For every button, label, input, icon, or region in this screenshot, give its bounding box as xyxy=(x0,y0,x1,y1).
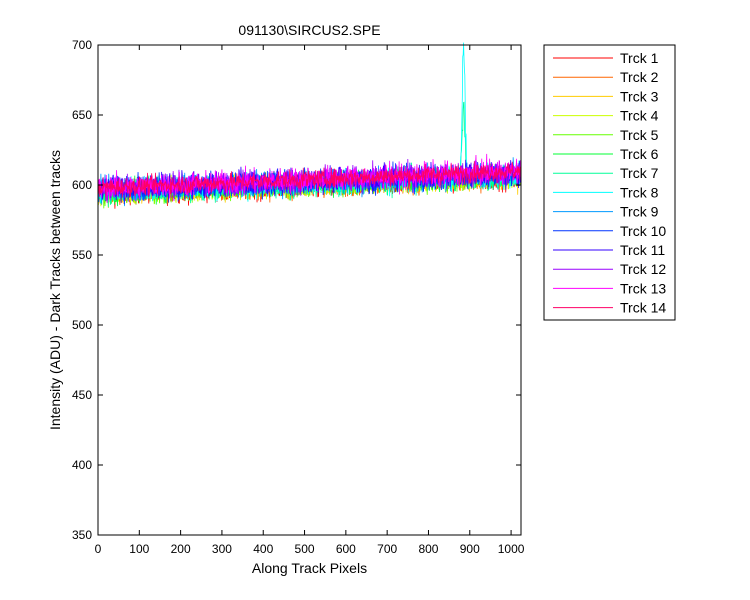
legend-label: Trck 13 xyxy=(620,280,666,296)
x-tick-label: 600 xyxy=(336,542,356,556)
x-tick-label: 700 xyxy=(377,542,397,556)
legend-label: Trck 1 xyxy=(620,50,659,66)
y-axis: 350 400 450 500 550 600 650 700 xyxy=(72,38,521,542)
axes-box xyxy=(97,44,522,536)
x-tick-label: 1000 xyxy=(498,542,525,556)
x-tick-label: 400 xyxy=(253,542,273,556)
legend-box xyxy=(543,44,676,321)
legend-label: Trck 2 xyxy=(620,69,659,85)
x-tick-label: 500 xyxy=(295,542,315,556)
y-tick-label: 450 xyxy=(72,388,92,402)
y-tick-label: 600 xyxy=(72,178,92,192)
y-tick-label: 400 xyxy=(72,458,92,472)
y-tick-label: 650 xyxy=(72,108,92,122)
y-axis-label: Intensity (ADU) - Dark Tracks between tr… xyxy=(47,150,63,430)
legend-label: Trck 11 xyxy=(620,242,665,258)
x-axis-label: Along Track Pixels xyxy=(252,560,367,576)
legend-label: Trck 8 xyxy=(620,184,659,200)
plot-area xyxy=(98,45,521,535)
x-axis: 0 100 200 300 400 500 600 700 800 900 1000 xyxy=(95,45,525,556)
x-tick-label: 200 xyxy=(171,542,191,556)
legend-label: Trck 7 xyxy=(620,165,659,181)
legend-label: Trck 5 xyxy=(620,127,659,143)
legend-label: Trck 6 xyxy=(620,146,659,162)
legend-label: Trck 4 xyxy=(620,108,659,124)
x-tick-label: 100 xyxy=(129,542,149,556)
y-tick-label: 500 xyxy=(72,318,92,332)
legend-label: Trck 12 xyxy=(620,261,666,277)
legend-label: Trck 14 xyxy=(620,300,666,316)
series-layer xyxy=(98,42,522,209)
chart-title: 091130\SIRCUS2.SPE xyxy=(238,22,380,38)
legend-label: Trck 9 xyxy=(620,204,659,220)
x-tick-label: 0 xyxy=(95,542,102,556)
legend: Trck 1 Trck 2 Trck 3 Trck 4 Trck 5 Trck 6 Trck… xyxy=(553,50,666,316)
series-line-14 xyxy=(98,161,522,198)
x-tick-label: 800 xyxy=(418,542,438,556)
y-tick-label: 700 xyxy=(72,38,92,52)
legend-label: Trck 10 xyxy=(620,223,666,239)
x-tick-label: 900 xyxy=(460,542,480,556)
y-tick-label: 350 xyxy=(72,528,92,542)
y-tick-label: 550 xyxy=(72,248,92,262)
x-tick-label: 300 xyxy=(212,542,232,556)
legend-label: Trck 3 xyxy=(620,88,659,104)
